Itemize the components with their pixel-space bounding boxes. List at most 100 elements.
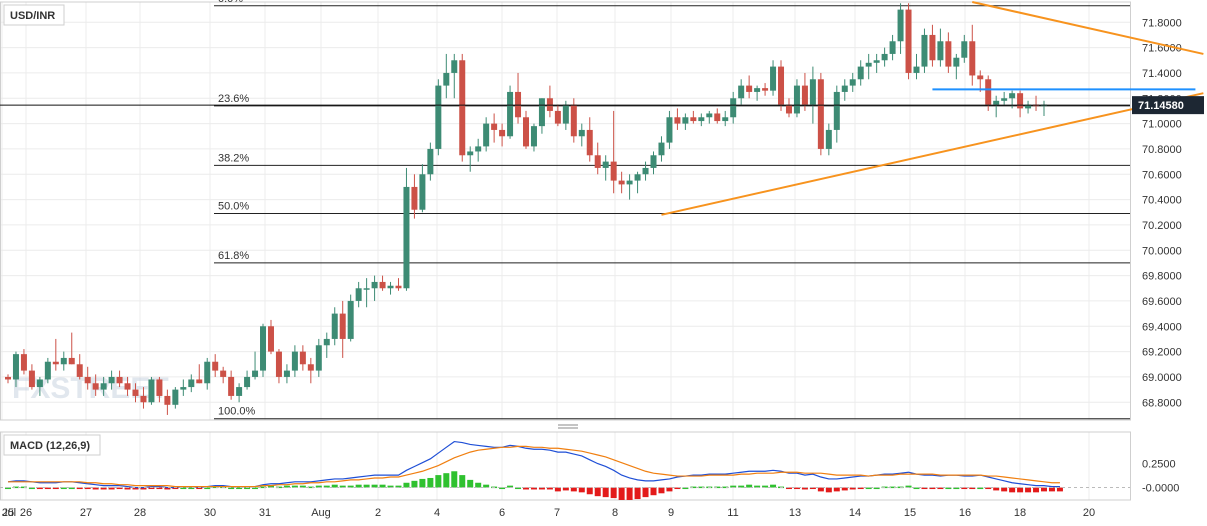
candle-body: [642, 167, 649, 175]
price-tick-label: 69.2000: [1142, 347, 1182, 359]
macd-histogram-bar: [60, 487, 67, 490]
candle-body: [825, 129, 832, 149]
candle-body: [92, 383, 99, 390]
price-tick-label: 70.2000: [1142, 220, 1182, 232]
macd-histogram-bar: [515, 487, 522, 490]
date-tick-label: 28: [134, 507, 146, 519]
macd-histogram-bar: [315, 485, 322, 488]
price-tick-label: 70.0000: [1142, 245, 1182, 257]
candle-body: [419, 174, 426, 210]
candle-body: [929, 34, 936, 61]
macd-histogram-bar: [108, 487, 115, 490]
macd-histogram-bar: [140, 487, 147, 490]
candle-body: [228, 376, 235, 396]
candle-body: [985, 79, 992, 105]
date-tick-label: 15: [904, 507, 916, 519]
candle-body: [945, 41, 952, 67]
macd-histogram-bar: [977, 487, 984, 490]
candle-body: [36, 379, 43, 388]
candle-body: [778, 66, 785, 105]
trendline-lower: [661, 92, 1204, 216]
date-tick-label: 4: [434, 507, 440, 519]
candle-body: [403, 186, 410, 289]
candle-body: [140, 395, 147, 403]
candle-body: [706, 113, 713, 118]
candle-body: [889, 41, 896, 54]
candle-body: [1009, 93, 1016, 99]
candle-body: [1001, 98, 1008, 101]
macd-title-badge[interactable]: [3, 434, 101, 456]
candle-body: [738, 85, 745, 99]
macd-histogram-bar: [634, 487, 641, 500]
candle-body: [849, 79, 856, 86]
macd-histogram-bar: [132, 487, 139, 490]
candle-body: [260, 326, 267, 371]
macd-histogram-bar: [172, 487, 179, 490]
macd-histogram-bar: [586, 487, 593, 495]
candle-body: [793, 85, 800, 114]
candle-body: [578, 129, 585, 137]
macd-histogram-bar: [379, 484, 386, 488]
macd-histogram-bar: [993, 487, 1000, 491]
macd-histogram-bar: [546, 487, 553, 490]
candle-body: [28, 370, 35, 388]
candle-body: [515, 91, 522, 118]
macd-histogram-bar: [212, 486, 219, 489]
macd-histogram-bar: [156, 487, 163, 490]
candle-body: [116, 376, 123, 384]
candle-body: [809, 79, 816, 105]
macd-histogram-bar: [28, 487, 35, 490]
macd-histogram-bar: [44, 487, 51, 490]
macd-histogram-bar: [666, 487, 673, 492]
macd-histogram-bar: [76, 487, 83, 490]
price-tick-label: 68.8000: [1142, 397, 1182, 409]
date-tick-label: 26: [20, 507, 32, 519]
macd-histogram-bar: [1009, 487, 1016, 493]
candle-body: [315, 345, 322, 371]
candle-body: [323, 338, 330, 346]
macd-histogram-bar: [833, 487, 840, 492]
candle-body: [570, 104, 577, 137]
symbol-badge[interactable]: [3, 4, 65, 26]
macd-histogram-bar: [865, 487, 872, 490]
macd-histogram-bar: [1025, 487, 1032, 493]
macd-histogram-bar: [929, 487, 936, 490]
candle-body: [267, 326, 274, 352]
candle-body: [180, 387, 187, 390]
macd-histogram-bar: [945, 487, 952, 490]
candle-body: [124, 383, 131, 390]
date-tick-label: 11: [727, 507, 738, 519]
macd-histogram-bar: [523, 487, 529, 490]
candle-body: [626, 180, 633, 185]
price-panel-frame: [0, 1, 1131, 421]
candle-body: [451, 60, 458, 73]
macd-histogram-bar: [451, 471, 458, 488]
candle-body: [204, 361, 211, 384]
macd-histogram-bar: [913, 487, 920, 490]
price-tick-label: 69.6000: [1142, 296, 1182, 308]
macd-histogram-bar: [323, 485, 330, 488]
date-tick-label: 31: [259, 507, 271, 519]
macd-histogram-bar: [395, 485, 402, 488]
fibonacci-level-label: 0.0%: [218, 0, 243, 5]
candle-body: [770, 66, 777, 91]
candle-body: [921, 34, 928, 67]
macd-histogram-bar: [849, 487, 856, 490]
candle-body: [857, 66, 864, 80]
macd-histogram-bar: [570, 487, 577, 492]
candle-body: [355, 288, 362, 301]
candle-body: [44, 361, 51, 380]
candle-body: [977, 75, 984, 80]
fibonacci-level-label: 61.8%: [218, 250, 249, 262]
macd-histogram-bar: [331, 484, 338, 488]
fibonacci-level-label: 23.6%: [218, 93, 249, 105]
macd-histogram-bar: [92, 487, 99, 490]
candle-body: [283, 370, 290, 377]
price-tick-label: 71.8000: [1142, 17, 1182, 29]
candle-body: [395, 285, 402, 289]
macd-histogram-bar: [650, 487, 657, 496]
macd-histogram-bar: [785, 487, 792, 490]
price-tick-label: 69.0000: [1142, 372, 1182, 384]
price-tick-label: 70.6000: [1142, 169, 1182, 181]
